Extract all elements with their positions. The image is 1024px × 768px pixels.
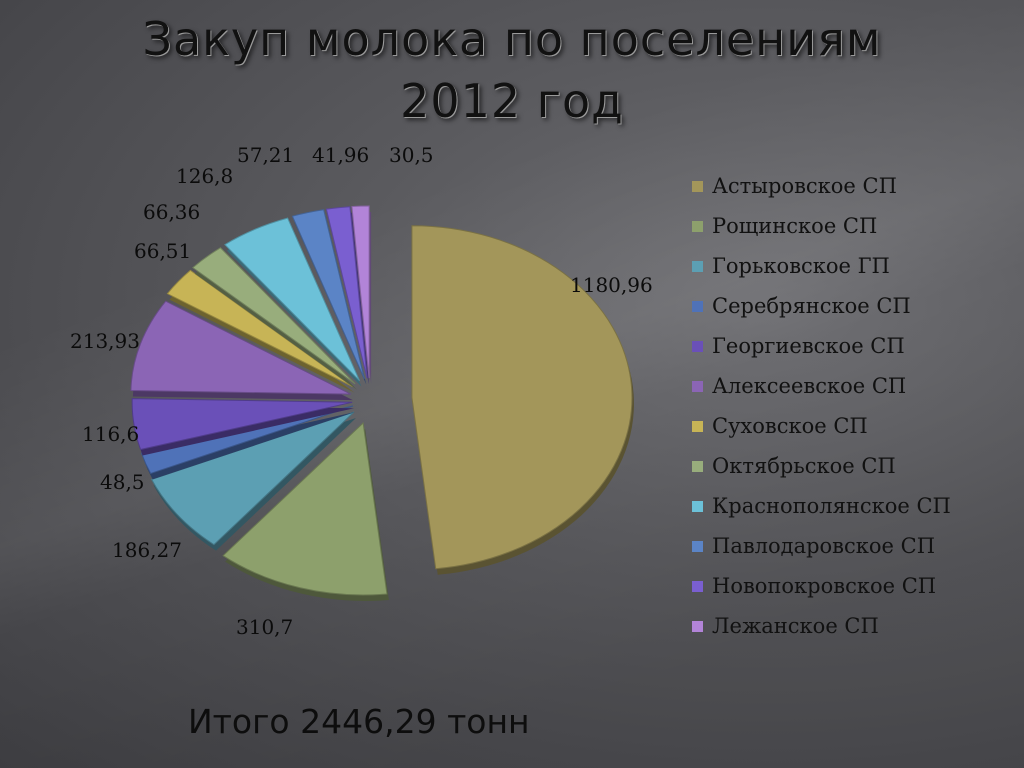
total-text: Итого 2446,29 тонн [188,702,530,741]
data-label: 310,7 [236,615,293,639]
data-label: 126,8 [176,164,233,188]
legend-swatch [692,301,703,312]
legend-swatch [692,541,703,552]
legend-label: Серебрянское СП [712,294,911,318]
legend-label: Лежанское СП [712,614,879,638]
legend-label: Суховское СП [712,414,868,438]
data-label: 66,51 [134,239,191,263]
legend-swatch [692,381,703,392]
legend-swatch [692,421,703,432]
legend-label: Новопокровское СП [712,574,936,598]
data-label: 66,36 [143,200,200,224]
legend-label: Астыровское СП [712,174,897,198]
pie-slice [150,411,355,546]
title-line-1: Закуп молока по поселениям [142,12,882,66]
data-label: 57,21 [237,143,294,167]
data-label: 30,5 [389,143,434,167]
data-label: 186,27 [112,538,182,562]
pie-slice [130,300,352,395]
legend-label: Краснополянское СП [712,494,951,518]
data-label: 116,6 [82,422,139,446]
data-label: 41,96 [312,143,369,167]
legend-swatch [692,341,703,352]
data-labels: 1180,96 310,7 186,27 48,5 116,6 213,93 66,51 66… [70,143,653,639]
pie-slice [140,405,354,475]
data-label: 1180,96 [570,273,653,297]
legend: Астыровское СП Рощинское СП Горьковское ГП… [692,174,951,638]
legend-swatch [692,501,703,512]
pie-slices [130,205,634,601]
legend-label: Рощинское СП [712,214,877,238]
data-label: 213,93 [70,329,140,353]
pie-slice [222,421,388,596]
pie-slice [131,398,353,451]
legend-label: Георгиевское СП [712,334,905,358]
legend-swatch [692,461,703,472]
pie-slice [351,205,370,379]
legend-label: Горьковское ГП [712,254,890,278]
legend-swatch [692,221,703,232]
legend-swatch [692,261,703,272]
pie-slice [166,269,353,388]
legend-label: Октябрьское СП [712,454,896,478]
pie-slice [325,206,368,379]
slide-title: Закуп молока по поселениям 2012 год [0,8,1024,132]
legend-swatch [692,581,703,592]
legend-label: Алексеевское СП [712,374,906,398]
legend-swatch [692,621,703,632]
pie-slice [192,247,356,385]
pie-slice [291,209,365,379]
pie-slice [411,225,633,570]
pie-slice-side [143,412,356,480]
pie-slice [224,217,360,382]
title-line-2: 2012 год [400,74,624,128]
data-label: 48,5 [100,470,145,494]
legend-label: Павлодаровское СП [712,534,935,558]
legend-swatch [692,181,703,192]
